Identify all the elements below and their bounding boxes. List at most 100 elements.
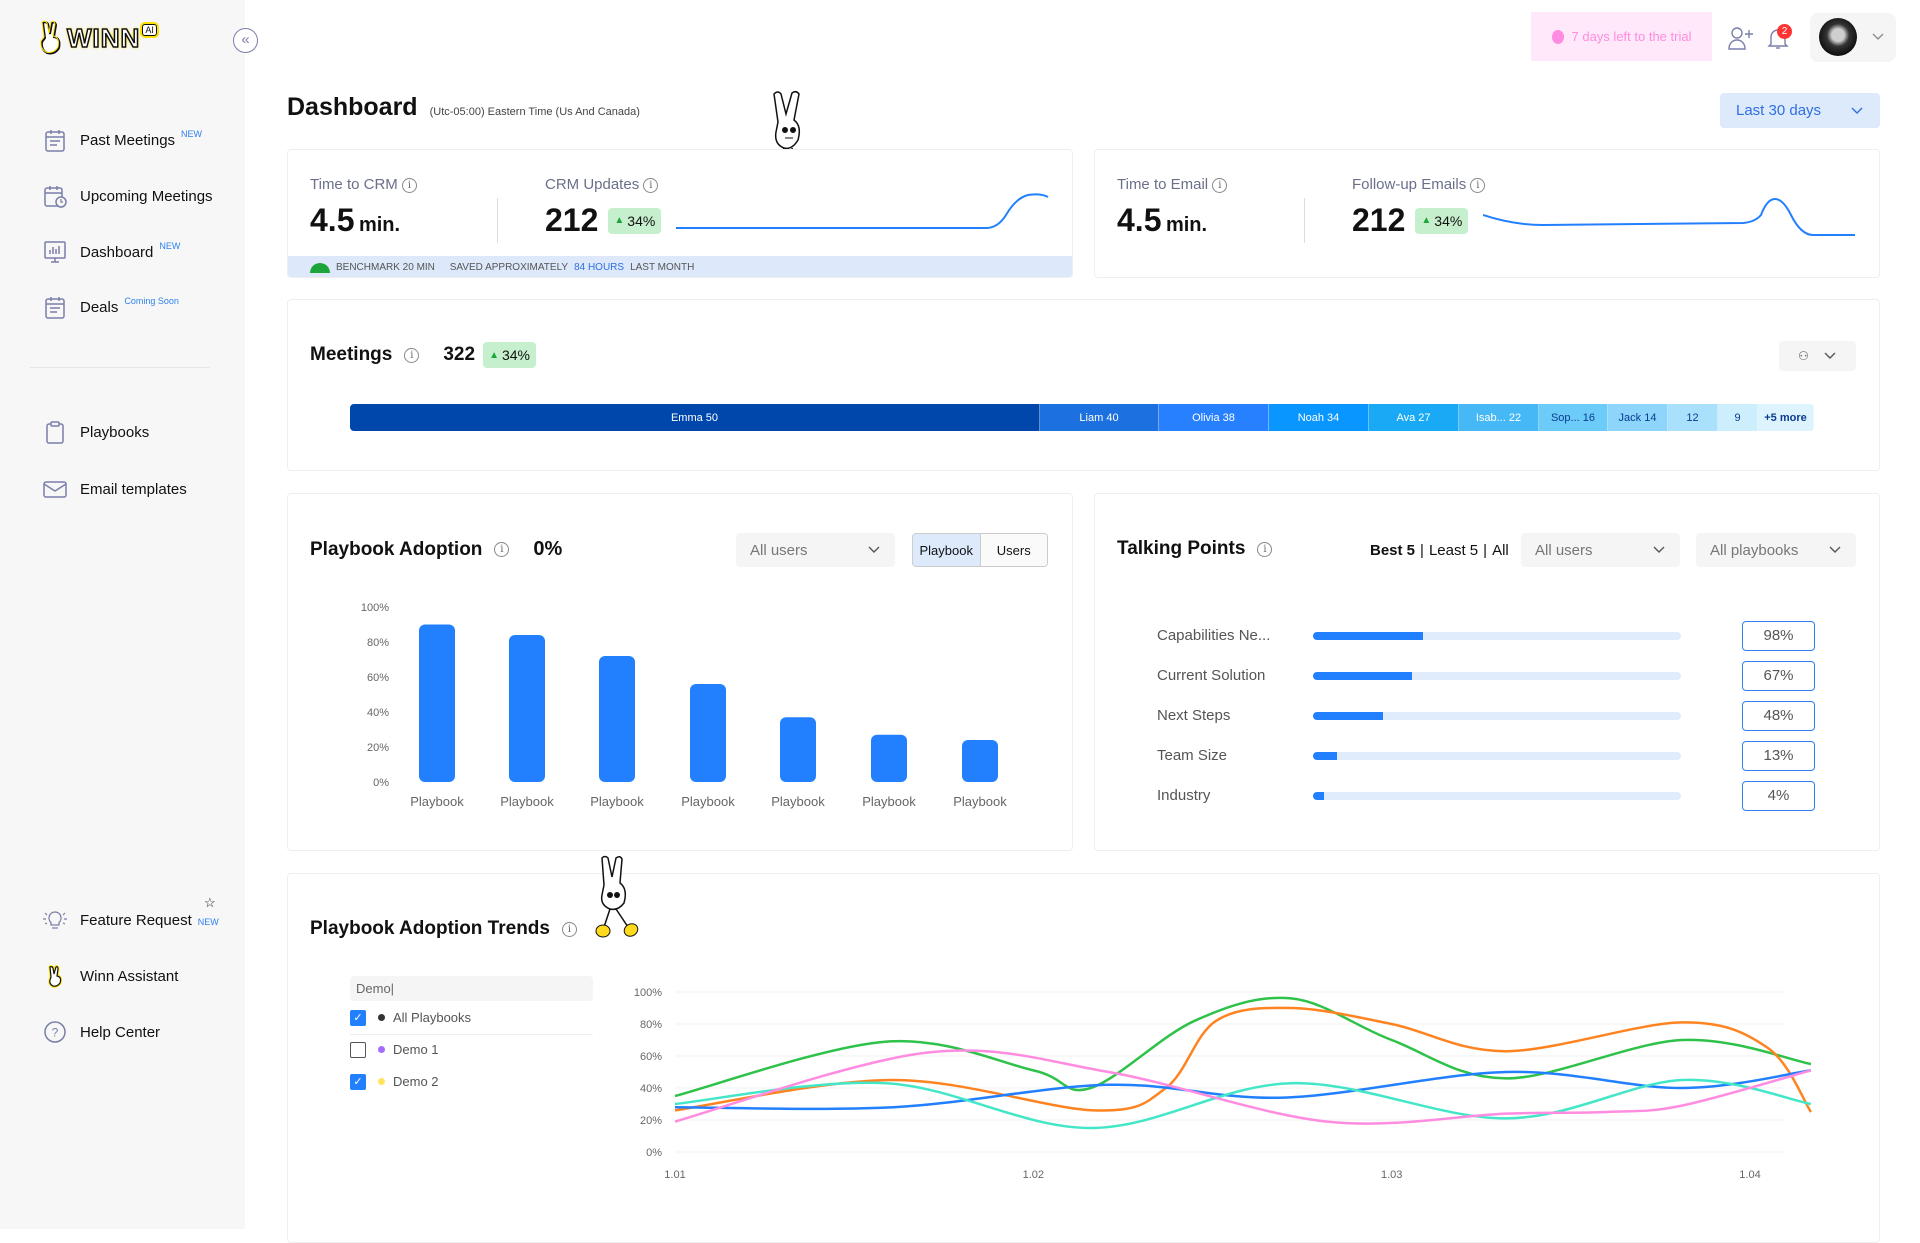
- filter-checkbox[interactable]: ✓: [350, 1010, 366, 1026]
- filter-option[interactable]: Demo 2: [378, 1074, 439, 1089]
- series-line[interactable]: [674, 1049, 1812, 1125]
- talking-point-percent[interactable]: 48%: [1742, 701, 1815, 731]
- meetings-segment[interactable]: Jack 14: [1608, 404, 1668, 431]
- users-filter-dropdown[interactable]: All users: [1521, 533, 1680, 567]
- info-icon[interactable]: i: [1212, 177, 1228, 193]
- talking-point-percent[interactable]: 98%: [1742, 621, 1815, 651]
- filter-option[interactable]: Demo 1: [378, 1042, 439, 1057]
- filter-option[interactable]: All Playbooks: [378, 1010, 471, 1025]
- meetings-segment[interactable]: 9: [1718, 404, 1758, 431]
- users-filter-dropdown[interactable]: All users: [736, 533, 895, 567]
- info-icon[interactable]: i: [401, 177, 417, 193]
- team-icon: ⚇: [1798, 349, 1809, 363]
- toggle-playbook[interactable]: Playbook: [913, 534, 981, 566]
- meetings-segment[interactable]: Sop... 16: [1539, 404, 1608, 431]
- bar[interactable]: [599, 656, 635, 782]
- filter-checkbox[interactable]: ✓: [350, 1074, 366, 1090]
- sidebar-item-playbooks[interactable]: Playbooks: [42, 419, 149, 445]
- info-icon[interactable]: i: [494, 542, 510, 557]
- followup-emails-label: Follow-up Emails i: [1352, 176, 1486, 193]
- toggle-users[interactable]: Users: [980, 534, 1047, 566]
- clipboard-icon: [46, 421, 64, 444]
- least-5-tab[interactable]: Least 5: [1428, 542, 1479, 559]
- calendar-list-icon: [45, 130, 65, 152]
- talking-point-label: Industry: [1157, 787, 1211, 804]
- user-menu[interactable]: [1810, 13, 1896, 62]
- progress-fill: [1313, 672, 1413, 680]
- trial-badge[interactable]: 7 days left to the trial: [1531, 12, 1712, 61]
- y-tick-label: 40%: [367, 707, 389, 719]
- all-tab[interactable]: All: [1492, 542, 1509, 559]
- dropdown-value: All users: [1535, 541, 1593, 559]
- bar[interactable]: [690, 684, 726, 782]
- up-triangle-icon: ▲: [1421, 215, 1432, 226]
- benchmark-strip: BENCHMARK 20 MIN SAVED APPROXIMATELY 84 …: [288, 256, 1072, 277]
- info-icon[interactable]: i: [1470, 177, 1486, 193]
- talking-point-label: Next Steps: [1157, 707, 1231, 724]
- filter-label: Demo 2: [393, 1074, 439, 1089]
- talking-point-percent[interactable]: 67%: [1742, 661, 1815, 691]
- crm-updates-value: 212: [545, 202, 599, 238]
- change-badge: ▲ 34%: [483, 342, 536, 368]
- up-triangle-icon: ▲: [614, 215, 625, 226]
- coming-soon-tag: Coming Soon: [124, 296, 179, 306]
- sidebar-item-upcoming-meetings[interactable]: Upcoming Meetings: [42, 183, 213, 209]
- time-to-email-label: Time to Email i: [1117, 176, 1228, 193]
- info-icon[interactable]: i: [404, 347, 420, 363]
- talking-point-percent[interactable]: 4%: [1742, 781, 1815, 811]
- sidebar-item-past-meetings[interactable]: Past Meetings NEW: [42, 127, 202, 153]
- sidebar-item-email-templates[interactable]: Email templates: [42, 476, 187, 502]
- page-title: Dashboard: [287, 93, 418, 121]
- bar[interactable]: [962, 740, 998, 782]
- sidebar-item-help-center[interactable]: ? Help Center: [42, 1019, 160, 1045]
- filter-checkbox[interactable]: [350, 1042, 366, 1058]
- meetings-segment[interactable]: Ava 27: [1369, 404, 1459, 431]
- bar[interactable]: [871, 734, 907, 782]
- talking-point-label: Capabilities Ne...: [1157, 627, 1271, 644]
- collapse-sidebar-button[interactable]: «: [233, 28, 258, 53]
- meetings-segment[interactable]: Isab... 22: [1459, 404, 1539, 431]
- filter-label: Demo 1: [393, 1042, 439, 1057]
- team-filter-dropdown[interactable]: ⚇: [1779, 341, 1856, 371]
- x-tick-label: Playbook: [681, 794, 735, 809]
- sidebar-item-winn-assistant[interactable]: Winn Assistant: [42, 963, 178, 989]
- talking-point-progress: [1313, 752, 1681, 760]
- series-line[interactable]: [674, 1006, 1812, 1113]
- playbook-adoption-value: 0%: [533, 538, 563, 560]
- sidebar-item-deals[interactable]: Deals Coming Soon: [42, 294, 179, 320]
- bar[interactable]: [509, 635, 545, 782]
- logo[interactable]: WINN AI: [37, 20, 157, 56]
- sidebar-item-dashboard[interactable]: Dashboard NEW: [42, 239, 180, 265]
- new-tag: NEW: [197, 917, 219, 927]
- series-line[interactable]: [674, 996, 1812, 1098]
- meetings-segment[interactable]: +5 more: [1758, 404, 1814, 431]
- series-line[interactable]: [674, 1069, 1812, 1111]
- adoption-trends-title: Playbook Adoption Trends: [310, 918, 550, 939]
- info-icon[interactable]: i: [561, 921, 577, 937]
- best-5-tab[interactable]: Best 5: [1370, 542, 1416, 559]
- info-icon[interactable]: i: [643, 177, 659, 193]
- progress-fill: [1313, 712, 1383, 720]
- meetings-segment[interactable]: Noah 34: [1269, 404, 1369, 431]
- meetings-segment[interactable]: Liam 40: [1040, 404, 1159, 431]
- add-user-icon[interactable]: [1727, 25, 1755, 51]
- sidebar-item-feature-request[interactable]: Feature Request NEW ☆: [42, 895, 219, 933]
- talking-point-progress: [1313, 712, 1681, 720]
- series-line[interactable]: [674, 1078, 1812, 1130]
- date-range-value: Last 30 days: [1736, 102, 1822, 119]
- date-range-dropdown[interactable]: Last 30 days: [1720, 93, 1880, 128]
- bar[interactable]: [419, 624, 455, 783]
- playbooks-filter-dropdown[interactable]: All playbooks: [1696, 533, 1856, 567]
- meetings-segment[interactable]: 12: [1668, 404, 1718, 431]
- info-icon[interactable]: i: [1257, 541, 1273, 557]
- meetings-title: Meetings: [310, 344, 393, 365]
- bar[interactable]: [780, 717, 816, 782]
- meetings-segment[interactable]: Olivia 38: [1159, 404, 1269, 431]
- time-to-email-value: 4.5: [1117, 202, 1162, 238]
- talking-point-percent[interactable]: 13%: [1742, 741, 1815, 771]
- color-dot: [378, 1014, 385, 1021]
- playbook-search-input[interactable]: Demo|: [350, 976, 593, 1001]
- separator: |: [1420, 542, 1424, 559]
- meetings-segment[interactable]: Emma 50: [350, 404, 1040, 431]
- calendar-list-icon: [45, 297, 65, 319]
